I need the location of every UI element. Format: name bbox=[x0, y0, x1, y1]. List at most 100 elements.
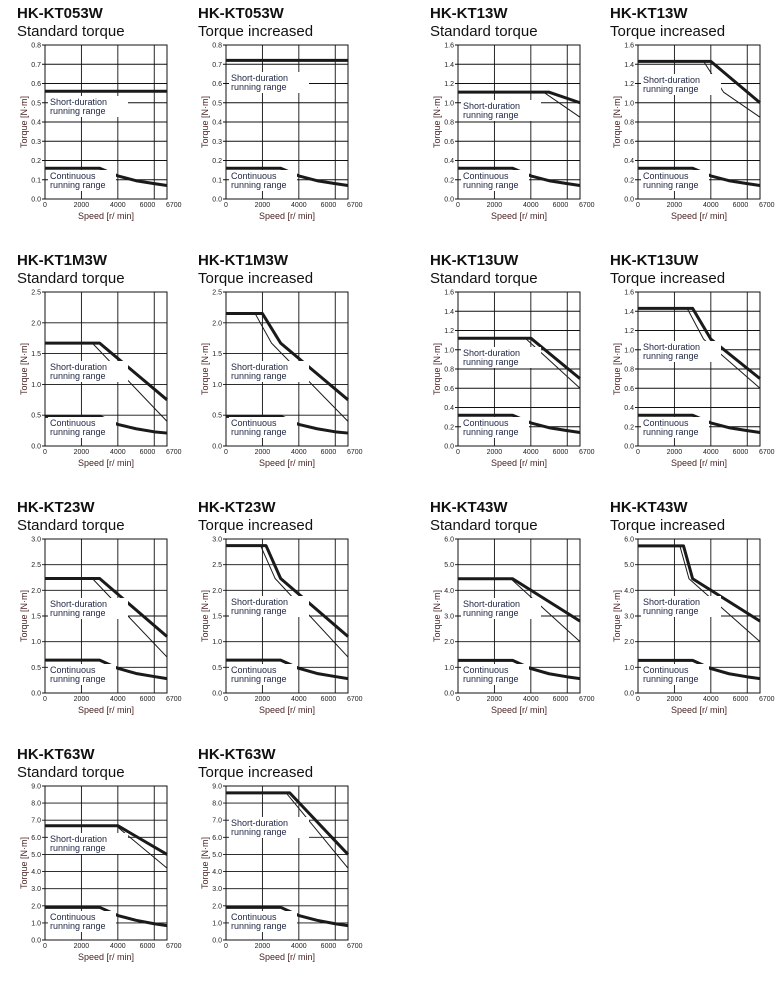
chart-subtitle: Torque increased bbox=[198, 517, 314, 534]
y-tick-label: 1.4 bbox=[444, 309, 454, 316]
x-tick-label: 4000 bbox=[110, 696, 126, 703]
x-axis-label: Speed [r/ min] bbox=[491, 458, 547, 468]
x-tick-label: 4000 bbox=[291, 449, 307, 456]
label-background bbox=[48, 911, 116, 932]
chart-subtitle: Standard torque bbox=[17, 764, 125, 781]
y-tick-label: 0.0 bbox=[444, 444, 454, 451]
y-tick-label: 0.2 bbox=[624, 424, 634, 431]
torque-curve-thick bbox=[638, 413, 761, 435]
chart-title: HK-KT053W bbox=[198, 5, 284, 22]
x-tick-label: 6000 bbox=[321, 943, 337, 950]
y-axis-label: Torque [N·m] bbox=[19, 343, 29, 395]
y-tick-label: 1.2 bbox=[444, 81, 454, 88]
x-tick-label: 0 bbox=[456, 696, 460, 703]
chart-title: HK-KT13UW bbox=[430, 252, 519, 269]
label-line: Continuous bbox=[50, 665, 96, 675]
y-tick-label: 5.0 bbox=[212, 852, 222, 859]
label-line: Short-duration bbox=[231, 597, 288, 607]
torque-chart: HK-KT23W Standard torque 0.0 0.5 1.0 1.5 2.0 2.… bbox=[17, 499, 197, 739]
y-tick-label: 0.7 bbox=[212, 62, 222, 69]
torque-chart: HK-KT63W Standard torque 0.0 1.0 2.0 3.0 4.0 5.… bbox=[17, 746, 197, 986]
chart-subtitle: Standard torque bbox=[17, 270, 125, 287]
y-axis-label: Torque [N·m] bbox=[612, 590, 622, 642]
x-tick-label: 4000 bbox=[110, 202, 126, 209]
x-tick-label: 4000 bbox=[523, 449, 539, 456]
x-tick-label: 4000 bbox=[523, 696, 539, 703]
y-tick-label: 3.0 bbox=[212, 537, 222, 544]
y-tick-label: 7.0 bbox=[31, 818, 41, 825]
x-tick-label: 2000 bbox=[74, 943, 90, 950]
label-line: Continuous bbox=[231, 912, 277, 922]
x-tick-label: 6000 bbox=[140, 449, 156, 456]
label-background bbox=[461, 664, 529, 685]
torque-chart: HK-KT43W Torque increased 0.0 1.0 2.0 3.0 4.0 5… bbox=[610, 499, 780, 739]
y-tick-label: 0.4 bbox=[31, 120, 41, 127]
y-tick-label: 0.6 bbox=[31, 81, 41, 88]
y-tick-label: 7.0 bbox=[212, 818, 222, 825]
torque-curve-thin bbox=[226, 545, 349, 658]
x-tick-label: 6000 bbox=[321, 449, 337, 456]
label-line: Continuous bbox=[643, 418, 689, 428]
label-line: running range bbox=[50, 180, 106, 190]
label-line: running range bbox=[231, 82, 287, 92]
y-tick-label: 1.0 bbox=[444, 665, 454, 672]
torque-curve-thick bbox=[458, 658, 581, 681]
x-tick-label: 6700 bbox=[579, 202, 595, 209]
y-tick-label: 1.5 bbox=[31, 351, 41, 358]
y-tick-label: 0.3 bbox=[31, 139, 41, 146]
y-axis-label: Torque [N·m] bbox=[432, 343, 442, 395]
chart-subtitle: Standard torque bbox=[430, 517, 538, 534]
y-tick-label: 0.5 bbox=[212, 100, 222, 107]
y-tick-label: 1.4 bbox=[624, 309, 634, 316]
x-tick-label: 0 bbox=[456, 202, 460, 209]
chart-subtitle: Torque increased bbox=[610, 23, 726, 40]
torque-curve-thin bbox=[226, 792, 349, 869]
x-tick-label: 2000 bbox=[487, 202, 503, 209]
y-tick-label: 4.0 bbox=[212, 869, 222, 876]
y-tick-label: 0.0 bbox=[212, 938, 222, 945]
y-axis-label: Torque [N·m] bbox=[612, 96, 622, 148]
y-tick-label: 5.0 bbox=[624, 562, 634, 569]
y-tick-label: 1.4 bbox=[444, 62, 454, 69]
y-tick-label: 9.0 bbox=[31, 784, 41, 791]
y-tick-label: 2.0 bbox=[212, 320, 222, 327]
torque-curve-thick bbox=[226, 905, 349, 928]
chart-title: HK-KT053W bbox=[17, 5, 103, 22]
label-line: running range bbox=[643, 606, 699, 616]
y-tick-label: 0.0 bbox=[31, 691, 41, 698]
chart-plot: 0.0 0.5 1.0 1.5 2.0 2.5 0 2000 4000 6000 6700 Short… bbox=[19, 290, 182, 469]
label-line: running range bbox=[643, 427, 699, 437]
x-tick-label: 6700 bbox=[166, 696, 182, 703]
torque-curve-thin bbox=[45, 825, 168, 869]
x-tick-label: 4000 bbox=[110, 943, 126, 950]
y-tick-label: 1.6 bbox=[624, 290, 634, 297]
y-tick-label: 0.1 bbox=[31, 177, 41, 184]
label-line: Continuous bbox=[231, 171, 277, 181]
label-background bbox=[48, 833, 128, 854]
y-tick-label: 3.0 bbox=[444, 614, 454, 621]
label-background bbox=[229, 664, 297, 685]
y-tick-label: 0.4 bbox=[444, 158, 454, 165]
torque-curve-thick bbox=[458, 413, 581, 435]
x-tick-label: 6700 bbox=[579, 696, 595, 703]
y-tick-label: 0.6 bbox=[444, 386, 454, 393]
y-tick-label: 0.8 bbox=[444, 367, 454, 374]
x-tick-label: 0 bbox=[456, 449, 460, 456]
chart-subtitle: Standard torque bbox=[430, 23, 538, 40]
label-line: running range bbox=[463, 180, 519, 190]
y-tick-label: 0.4 bbox=[444, 405, 454, 412]
y-tick-label: 1.2 bbox=[624, 328, 634, 335]
torque-curve-thin bbox=[45, 578, 168, 658]
x-tick-label: 6000 bbox=[140, 943, 156, 950]
chart-subtitle: Standard torque bbox=[430, 270, 538, 287]
y-tick-label: 2.5 bbox=[212, 290, 222, 297]
y-tick-label: 1.0 bbox=[624, 100, 634, 107]
x-tick-label: 6000 bbox=[553, 449, 569, 456]
